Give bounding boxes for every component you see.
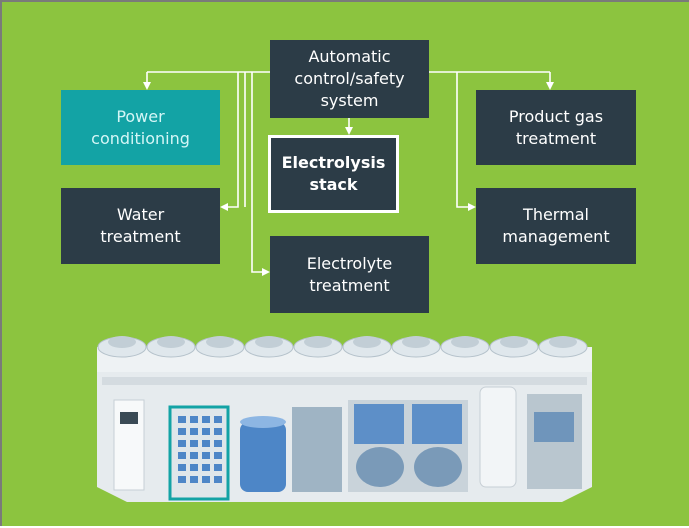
fan [108,336,136,348]
node-label: Product gas [508,106,604,126]
node: Water treatment [61,188,220,264]
node-label: Power [116,106,165,126]
fan [549,336,577,348]
node-label: Electrolysis [281,153,386,172]
node-label: Thermal [523,205,589,224]
module [202,416,210,423]
module [178,464,186,471]
fan [304,336,332,348]
node: Product gas treatment [476,90,636,165]
node-label: Electrolyte [306,253,393,273]
node-label: system [320,91,379,110]
fan [500,336,528,348]
node-label: management [502,227,610,246]
fan [255,336,283,348]
fan [206,336,234,348]
module [190,428,198,435]
node-label: treatment [100,227,181,246]
arrow [456,72,476,211]
node: Thermal management [476,188,636,264]
module [214,476,222,483]
node-label: conditioning [91,128,190,148]
node: Electrolysis stack [268,135,399,213]
module [178,428,186,435]
module [178,440,186,447]
module [202,452,210,459]
node-label: treatment [515,128,597,148]
node-label: Automatic [308,47,391,66]
module [214,428,222,435]
fan [451,336,479,348]
module [178,452,186,459]
module [202,476,210,483]
arrow [251,72,270,276]
module [190,416,198,423]
node: Electrolyte treatment [270,236,429,313]
node: Automatic control/safety system [270,40,429,118]
arrow [220,72,239,211]
module [214,452,222,459]
fan [157,336,185,348]
node-label: control/safety [294,69,405,88]
module [190,452,198,459]
plant-illustration [97,336,592,502]
node-label: Water [116,205,165,224]
module [202,440,210,447]
module [190,476,198,483]
module [214,464,222,471]
fan [353,336,381,348]
node-label: stack [309,175,358,194]
module [178,476,186,483]
module [202,464,210,471]
node-label: treatment [309,275,390,295]
module [214,416,222,423]
node: Power conditioning [61,90,220,165]
fan [402,336,430,348]
module [178,416,186,423]
module [190,440,198,447]
module [214,440,222,447]
module [190,464,198,471]
module [202,428,210,435]
